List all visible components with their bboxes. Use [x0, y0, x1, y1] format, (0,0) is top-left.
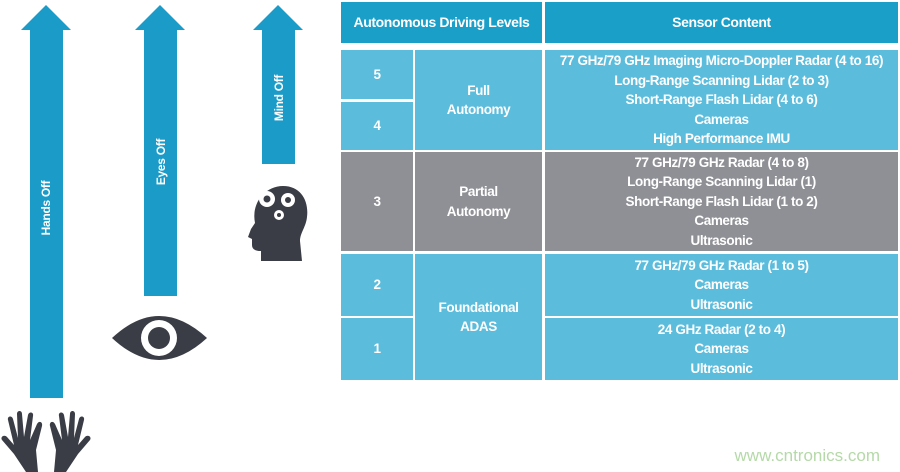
group-name-line: ADAS	[460, 319, 497, 334]
sensor-item: 77 GHz/79 GHz Imaging Micro-Doppler Rada…	[559, 53, 884, 69]
sensor-item: 77 GHz/79 GHz Radar (4 to 8)	[634, 154, 809, 170]
sensor-item: Long-Range Scanning Lidar (1)	[627, 174, 816, 190]
sensors-partial-autonomy: 77 GHz/79 GHz Radar (4 to 8) Long-Range …	[545, 152, 898, 251]
head-gears-icon	[248, 186, 308, 261]
level-5: 5	[341, 50, 413, 99]
group-name-line: Foundational	[438, 299, 519, 315]
sensor-item: 77 GHz/79 GHz Radar (1 to 5)	[634, 257, 809, 273]
header-driving-levels: Autonomous Driving Levels	[341, 2, 542, 43]
group-foundational-adas: Foundational ADAS	[415, 254, 542, 380]
sensor-item: 24 GHz Radar (2 to 4)	[657, 321, 786, 337]
sensor-item: Long-Range Scanning Lidar (2 to 3)	[614, 72, 829, 88]
mind-off-label: Mind Off	[272, 74, 286, 122]
group-full-autonomy: Full Autonomy	[415, 50, 542, 150]
hands-off-label: Hands Off	[39, 180, 53, 236]
eye-icon	[112, 316, 207, 360]
sensor-item: Cameras	[694, 213, 749, 229]
sensors-level-1: 24 GHz Radar (2 to 4) Cameras Ultrasonic	[545, 318, 898, 380]
header-sensor-content: Sensor Content	[545, 2, 898, 43]
group-partial-autonomy: Partial Autonomy	[415, 152, 542, 251]
sensor-item: Cameras	[694, 341, 749, 357]
eyes-off-label: Eyes Off	[154, 138, 168, 186]
sensor-item: Short-Range Flash Lidar (4 to 6)	[625, 92, 818, 108]
sensor-item: Cameras	[694, 111, 749, 127]
group-name-line: Partial	[459, 184, 498, 199]
sensor-item: Short-Range Flash Lidar (1 to 2)	[625, 193, 818, 209]
sensor-item: High Performance IMU	[653, 131, 790, 147]
group-name-line: Autonomy	[446, 203, 511, 219]
level-3: 3	[341, 152, 413, 251]
sensor-item: Cameras	[694, 277, 749, 293]
sensors-full-autonomy: 77 GHz/79 GHz Imaging Micro-Doppler Rada…	[545, 50, 898, 150]
group-name-line: Autonomy	[446, 102, 511, 117]
level-2: 2	[341, 254, 413, 316]
hands-icon	[1, 411, 91, 472]
sensor-item: Ultrasonic	[690, 296, 753, 312]
sensor-item: Ultrasonic	[690, 360, 753, 376]
sensors-level-2: 77 GHz/79 GHz Radar (1 to 5) Cameras Ult…	[545, 254, 898, 316]
watermark: www.cntronics.com	[734, 446, 880, 465]
level-4: 4	[341, 102, 413, 150]
level-1: 1	[341, 318, 413, 380]
sensor-item: Ultrasonic	[690, 232, 753, 248]
group-name-line: Full	[467, 82, 490, 98]
